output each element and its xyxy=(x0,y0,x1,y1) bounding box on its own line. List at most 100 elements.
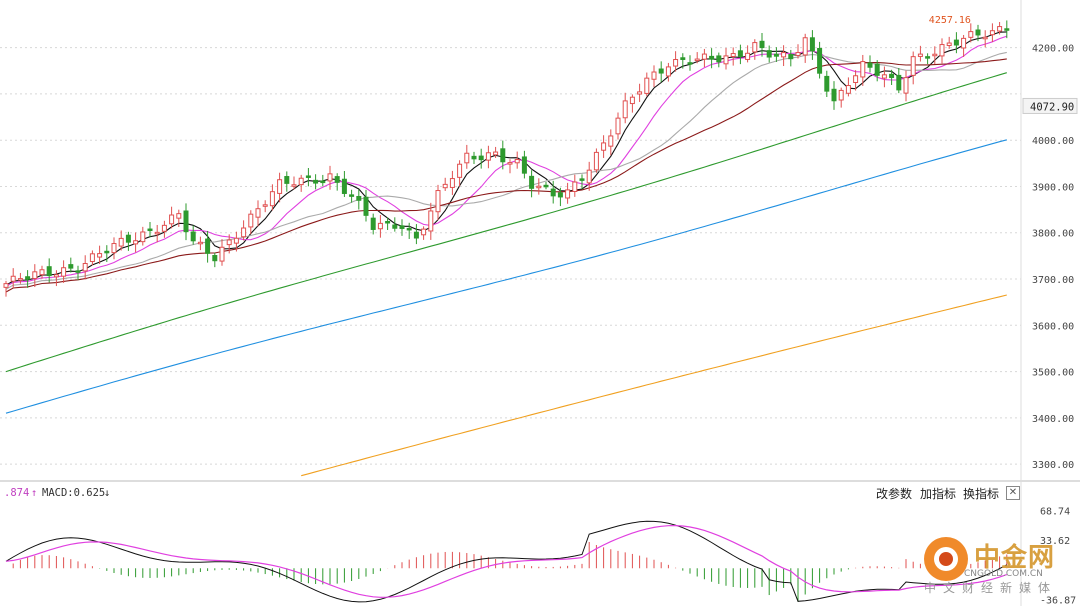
candle-body xyxy=(10,275,16,282)
candle-body xyxy=(385,220,391,224)
candle-body xyxy=(442,183,448,189)
brand-logo: 中金网 CNGOLD.COM.CN 中文财经新媒体 xyxy=(922,533,1072,603)
candle-body xyxy=(241,227,247,238)
candle-body xyxy=(802,37,808,56)
candle-body xyxy=(601,142,607,151)
candle-body xyxy=(226,239,232,246)
candle-body xyxy=(579,178,585,181)
candle-body xyxy=(197,241,203,245)
candle-body xyxy=(212,255,218,262)
candle-body xyxy=(701,53,707,60)
candle-body xyxy=(536,185,542,189)
candle-body xyxy=(3,283,9,288)
candle-body xyxy=(773,53,779,57)
candle-body xyxy=(953,39,959,46)
candle-body xyxy=(745,52,751,60)
candle-body xyxy=(824,75,830,92)
candles: 4257.16 xyxy=(3,15,1010,297)
candle-body xyxy=(363,196,369,216)
candle-body xyxy=(464,152,470,164)
candle-body xyxy=(608,135,614,147)
candle-body xyxy=(341,178,347,194)
candle-body xyxy=(255,208,261,218)
candle-body xyxy=(457,163,463,178)
candle-body xyxy=(161,224,167,232)
candle-body xyxy=(615,117,621,135)
high-price-label: 4257.16 xyxy=(929,15,971,26)
candle-body xyxy=(838,89,844,101)
candle-body xyxy=(478,155,484,161)
candle-body xyxy=(997,26,1003,32)
ma-30-line xyxy=(5,58,1007,293)
candle-body xyxy=(183,210,189,233)
candle-body xyxy=(687,62,693,65)
candle-body xyxy=(449,178,455,188)
candle-body xyxy=(392,224,398,229)
add-indicator-button[interactable]: 加指标 xyxy=(920,487,957,501)
candle-body xyxy=(889,73,895,78)
candle-body xyxy=(860,61,866,78)
candle-body xyxy=(25,276,31,280)
candle-body xyxy=(572,181,578,192)
candle-body xyxy=(356,195,362,201)
candle-body xyxy=(694,58,700,62)
candle-body xyxy=(507,162,513,165)
macd-panel: .874 ↑ MACD:0.625↓ 68.74 33.62 -36.87 xyxy=(4,487,1076,606)
candle-body xyxy=(269,191,275,207)
candle-body xyxy=(586,169,592,184)
close-indicator-button[interactable]: ✕ xyxy=(1006,486,1020,500)
candle-body xyxy=(428,210,434,232)
candle-body xyxy=(219,246,225,262)
candle-body xyxy=(716,55,722,63)
macd-dif-line xyxy=(5,520,1008,603)
ma-20-line xyxy=(5,51,1007,290)
candle-body xyxy=(658,68,664,74)
candle-body xyxy=(968,31,974,38)
candle-body xyxy=(543,184,549,188)
candle-body xyxy=(514,158,520,164)
candle-body xyxy=(334,176,340,183)
candle-body xyxy=(370,217,376,230)
candle-body xyxy=(723,55,729,65)
candle-body xyxy=(975,29,981,36)
candle-body xyxy=(788,53,794,60)
grid-lines xyxy=(0,47,1021,465)
y-tick-label: 3300.00 xyxy=(1032,460,1074,471)
price-axis: 4200.00 4000.00 3900.00 3800.00 3700.00 3600.… xyxy=(1022,44,1078,471)
candle-body xyxy=(673,59,679,67)
candle-body xyxy=(550,188,556,197)
candle-body xyxy=(781,52,787,58)
change-params-button[interactable]: 改参数 xyxy=(876,487,913,501)
candle-body xyxy=(903,77,909,94)
moving-average-lines xyxy=(5,31,1007,477)
candle-body xyxy=(644,77,650,94)
ma-5-line xyxy=(5,31,1007,286)
brand-name: 中金网 xyxy=(974,543,1056,573)
candle-body xyxy=(82,263,88,272)
candle-body xyxy=(759,40,765,49)
candle-body xyxy=(89,253,95,262)
candle-body xyxy=(795,52,801,56)
candle-body xyxy=(147,228,153,232)
candle-body xyxy=(248,213,254,228)
macd-prefix-value: .874 xyxy=(4,487,29,499)
candle-body xyxy=(845,85,851,94)
candle-body xyxy=(809,37,815,52)
ma-120-line xyxy=(5,139,1007,414)
candle-body xyxy=(939,44,945,57)
candle-body xyxy=(421,228,427,236)
candle-body xyxy=(896,74,902,91)
candle-body xyxy=(349,194,355,197)
candle-body xyxy=(1004,28,1010,31)
candle-body xyxy=(406,227,412,231)
candle-body xyxy=(521,156,527,174)
candle-body xyxy=(874,63,880,76)
macd-tick-label: 68.74 xyxy=(1040,506,1070,517)
switch-indicator-button[interactable]: 换指标 xyxy=(963,487,1000,501)
y-tick-label: 4000.00 xyxy=(1032,136,1074,147)
candle-body xyxy=(46,266,52,277)
candle-body xyxy=(68,264,74,269)
candle-body xyxy=(500,148,506,163)
macd-tick-label: 33.62 xyxy=(1040,536,1070,547)
